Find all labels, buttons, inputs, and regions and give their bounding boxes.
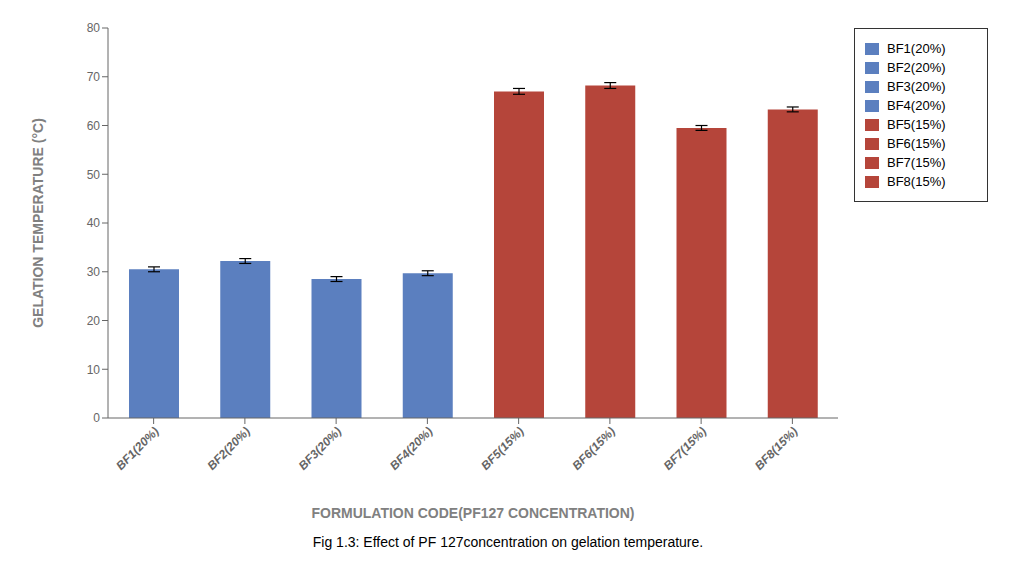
html-text:BF1(20%): BF1(20%)	[887, 41, 946, 56]
svg-text:BF8(15%): BF8(15%)	[752, 424, 801, 473]
svg-text:20: 20	[87, 314, 101, 328]
svg-text:60: 60	[87, 119, 101, 133]
svg-text:BF3(20%): BF3(20%)	[296, 424, 345, 473]
html-text:Fig 1.3: Effect of PF 127conce: Fig 1.3: Effect of PF 127concentration o…	[312, 534, 704, 550]
html-text:BF5(15%): BF5(15%)	[887, 117, 946, 132]
svg-text:BF5(15%): BF5(15%)	[478, 424, 527, 473]
svg-text:BF7(15%): BF7(15%)	[661, 424, 710, 473]
svg-text:30: 30	[87, 265, 101, 279]
html-text:BF2(20%): BF2(20%)	[887, 60, 946, 75]
svg-text:40: 40	[87, 216, 101, 230]
svg-text:80: 80	[87, 21, 101, 35]
svg-text:0: 0	[93, 411, 100, 425]
html-text:BF8(15%): BF8(15%)	[887, 174, 946, 189]
svg-text:50: 50	[87, 168, 101, 182]
html-text:BF3(20%): BF3(20%)	[887, 79, 946, 94]
svg-text:BF2(20%): BF2(20%)	[204, 424, 253, 473]
svg-text:BF6(15%): BF6(15%)	[569, 424, 618, 473]
html-text:BF6(15%): BF6(15%)	[887, 136, 946, 151]
html-text:BF4(20%): BF4(20%)	[887, 98, 946, 113]
svg-text:FORMULATION CODE(PF127 CONCENT: FORMULATION CODE(PF127 CONCENTRATION)	[311, 505, 634, 521]
svg-text:BF4(20%): BF4(20%)	[387, 424, 436, 473]
svg-text:70: 70	[87, 70, 101, 84]
html-text:BF7(15%): BF7(15%)	[887, 155, 946, 170]
svg-text:10: 10	[87, 363, 101, 377]
svg-text:GELATION TEMPERATURE (°C): GELATION TEMPERATURE (°C)	[30, 118, 46, 328]
svg-text:BF1(20%): BF1(20%)	[113, 424, 162, 473]
